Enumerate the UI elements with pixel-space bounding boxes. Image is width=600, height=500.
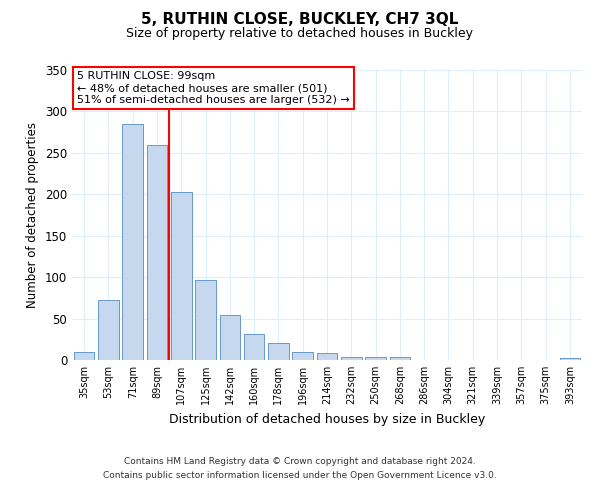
Bar (244, 334, 265, 360)
Bar (292, 352, 313, 360)
Text: 5 RUTHIN CLOSE: 99sqm
← 48% of detached houses are smaller (501)
51% of semi-det: 5 RUTHIN CLOSE: 99sqm ← 48% of detached … (77, 72, 350, 104)
Bar (146, 146, 167, 360)
Bar (122, 124, 143, 360)
Bar (195, 280, 216, 360)
Y-axis label: Number of detached properties: Number of detached properties (26, 122, 40, 308)
Bar (220, 316, 240, 360)
Text: Contains public sector information licensed under the Open Government Licence v3: Contains public sector information licen… (103, 471, 497, 480)
Bar (98, 300, 119, 360)
Bar (341, 356, 362, 360)
Bar (268, 342, 289, 360)
Bar (560, 358, 580, 360)
Text: Size of property relative to detached houses in Buckley: Size of property relative to detached ho… (127, 28, 473, 40)
Bar (365, 356, 386, 360)
Bar (389, 356, 410, 360)
X-axis label: Distribution of detached houses by size in Buckley: Distribution of detached houses by size … (169, 412, 485, 426)
Bar (171, 192, 191, 360)
Bar (74, 352, 94, 360)
Text: 5, RUTHIN CLOSE, BUCKLEY, CH7 3QL: 5, RUTHIN CLOSE, BUCKLEY, CH7 3QL (142, 12, 458, 28)
Text: Contains HM Land Registry data © Crown copyright and database right 2024.: Contains HM Land Registry data © Crown c… (124, 458, 476, 466)
Bar (317, 354, 337, 360)
